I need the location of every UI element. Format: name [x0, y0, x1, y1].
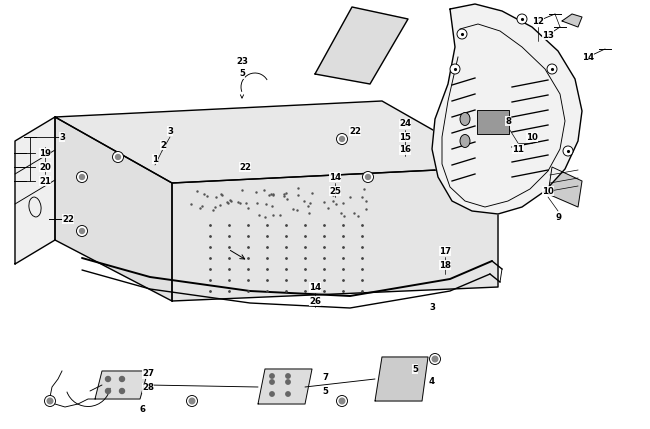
Circle shape [457, 29, 467, 39]
Polygon shape [548, 167, 582, 207]
Text: 26: 26 [309, 296, 321, 305]
FancyBboxPatch shape [477, 110, 509, 134]
Polygon shape [172, 167, 498, 301]
Circle shape [339, 136, 344, 142]
Text: 21: 21 [39, 176, 51, 185]
Polygon shape [315, 7, 408, 84]
Circle shape [77, 226, 88, 236]
Circle shape [120, 389, 125, 393]
Circle shape [365, 175, 370, 179]
Circle shape [450, 64, 460, 74]
Circle shape [270, 380, 274, 384]
Text: 10: 10 [526, 133, 538, 142]
Circle shape [547, 64, 557, 74]
Circle shape [363, 172, 374, 182]
Circle shape [563, 146, 573, 156]
Text: 5: 5 [239, 69, 245, 79]
Text: 5: 5 [322, 387, 328, 396]
Circle shape [286, 392, 290, 396]
Circle shape [47, 398, 53, 404]
Text: 18: 18 [439, 260, 451, 269]
Circle shape [105, 389, 110, 393]
Text: 6: 6 [139, 405, 145, 414]
Ellipse shape [460, 135, 470, 148]
Circle shape [286, 380, 290, 384]
Polygon shape [432, 4, 582, 214]
Circle shape [120, 377, 125, 381]
Circle shape [189, 398, 195, 404]
Text: 8: 8 [505, 117, 511, 126]
Text: 27: 27 [142, 369, 154, 378]
Text: 24: 24 [399, 120, 411, 129]
Text: 20: 20 [39, 163, 51, 172]
Text: 16: 16 [399, 145, 411, 154]
Circle shape [337, 396, 348, 407]
Text: 14: 14 [582, 52, 594, 61]
Circle shape [77, 172, 88, 182]
Text: 25: 25 [329, 187, 341, 196]
Text: 3: 3 [429, 303, 435, 312]
Text: 22: 22 [239, 163, 251, 172]
Circle shape [337, 133, 348, 145]
Circle shape [79, 175, 84, 179]
Polygon shape [258, 369, 312, 404]
Circle shape [517, 14, 527, 24]
Circle shape [339, 398, 344, 404]
Polygon shape [15, 117, 55, 264]
Circle shape [270, 392, 274, 396]
Text: 11: 11 [512, 145, 524, 154]
Text: 14: 14 [329, 172, 341, 181]
Circle shape [116, 154, 120, 160]
Text: 22: 22 [349, 127, 361, 136]
Circle shape [105, 377, 110, 381]
Polygon shape [95, 371, 148, 399]
Polygon shape [562, 14, 582, 27]
Text: 2: 2 [160, 141, 166, 149]
Text: 10: 10 [542, 187, 554, 196]
Text: 4: 4 [429, 377, 435, 386]
Circle shape [430, 353, 441, 365]
Text: 3: 3 [59, 133, 65, 142]
Text: 14: 14 [309, 283, 321, 291]
Polygon shape [375, 357, 428, 401]
Circle shape [79, 229, 84, 233]
Text: 1: 1 [152, 154, 158, 163]
Circle shape [270, 374, 274, 378]
Polygon shape [55, 117, 172, 301]
Text: 12: 12 [532, 16, 544, 25]
Polygon shape [55, 101, 498, 183]
Text: 9: 9 [555, 212, 561, 221]
Text: 19: 19 [39, 148, 51, 157]
Text: 22: 22 [62, 214, 74, 224]
Circle shape [112, 151, 124, 163]
Text: 28: 28 [142, 384, 154, 393]
Text: 3: 3 [167, 127, 173, 136]
Circle shape [432, 356, 438, 362]
Circle shape [286, 374, 290, 378]
Text: 7: 7 [322, 372, 328, 381]
Text: 23: 23 [236, 57, 248, 66]
Text: 13: 13 [542, 30, 554, 39]
Circle shape [44, 396, 55, 407]
Circle shape [187, 396, 198, 407]
Text: 17: 17 [439, 247, 451, 256]
Text: 15: 15 [399, 133, 411, 142]
Ellipse shape [460, 112, 470, 126]
Text: 5: 5 [412, 365, 418, 374]
